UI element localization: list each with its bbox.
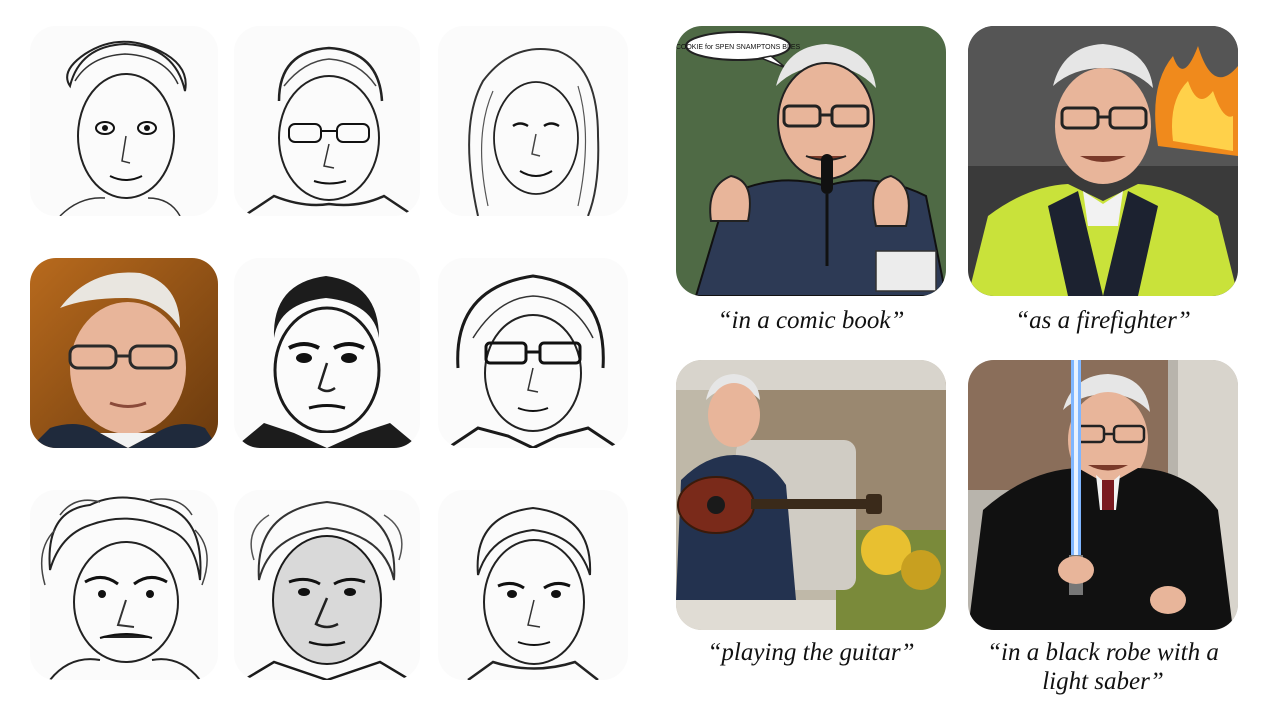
generated-lightsaber-image bbox=[968, 360, 1238, 630]
sketch-portrait-6 bbox=[438, 258, 628, 448]
caption-lightsaber: “in a black robe with a light saber” bbox=[958, 638, 1248, 696]
photo-reference-portrait bbox=[30, 258, 218, 448]
sketch-portrait-5 bbox=[234, 258, 420, 448]
sketch-portrait-2 bbox=[234, 26, 420, 216]
caption-comic-book: “in a comic book” bbox=[676, 306, 946, 335]
comic-speech-bubble-text: COOKIE for SPEN SNAMPTONS BIIES bbox=[676, 44, 800, 51]
caption-firefighter: “as a firefighter” bbox=[968, 306, 1238, 335]
generated-firefighter-image bbox=[968, 26, 1238, 296]
caption-guitar: “playing the guitar” bbox=[676, 638, 946, 667]
generated-guitar-image bbox=[676, 360, 946, 630]
sketch-portrait-7 bbox=[30, 490, 218, 680]
sketch-portrait-3 bbox=[438, 26, 628, 216]
sketch-portrait-8 bbox=[234, 490, 420, 680]
sketch-portrait-9 bbox=[438, 490, 628, 680]
sketch-portrait-1 bbox=[30, 26, 218, 216]
generated-comic-book-image: COOKIE for SPEN SNAMPTONS BIIES bbox=[676, 26, 946, 296]
